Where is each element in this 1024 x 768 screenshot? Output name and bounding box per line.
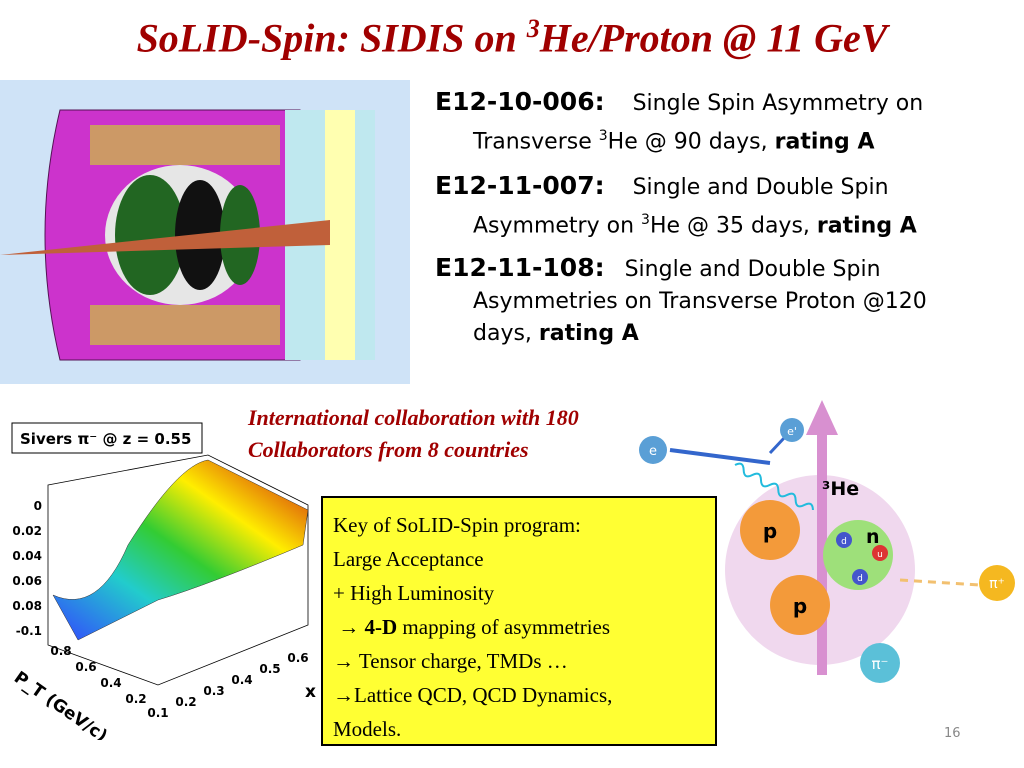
key-bold: 4-D <box>364 615 398 639</box>
exp-id: E12-10-006: <box>435 87 605 116</box>
title-text: SoLID-Spin: SIDIS on <box>136 15 527 61</box>
exp-desc: Transverse <box>473 129 599 155</box>
detector-image <box>0 80 410 384</box>
experiment: E12-11-007: Single and Double Spin Asymmet… <box>435 170 917 242</box>
exp-desc: He @ 35 days, <box>649 213 817 239</box>
sidis-diagram: e e' ³He p p n d u d π⁺ π⁻ <box>639 400 1015 683</box>
key-line: + High Luminosity <box>333 581 495 605</box>
key-box: Key of SoLID-Spin program: Large Accepta… <box>321 496 717 746</box>
plot-title: Sivers π⁻ @ z = 0.55 <box>20 430 191 448</box>
z-tick-label: 0.08 <box>12 599 42 613</box>
exp-desc: Single and Double Spin <box>624 257 881 282</box>
key-line: Models. <box>333 717 402 741</box>
proton-label: p <box>763 519 777 543</box>
x-tick-label: 0.5 <box>259 662 280 676</box>
exp-id: E12-11-007: <box>435 171 605 200</box>
sivers-plot: Sivers π⁻ @ z = 0.55 P_T (GeV/c) x 0 0.02… <box>10 422 316 740</box>
exp-desc: Single Spin Asymmetry on <box>632 91 924 116</box>
title-sup: 3 <box>526 14 540 43</box>
plot-legend-box <box>11 422 203 454</box>
quark-label: d <box>857 574 863 584</box>
x-tick-label: 0.2 <box>175 695 196 709</box>
key-line: → Tensor charge, TMDs … <box>333 649 568 673</box>
exp-id: E12-11-108: <box>435 253 605 282</box>
exp-desc: days, <box>473 321 539 346</box>
exp-desc: Asymmetry on <box>473 213 642 239</box>
x-tick-label: 0.3 <box>203 684 224 698</box>
experiment: E12-10-006: Single Spin Asymmetry on Trans… <box>435 86 923 158</box>
z-tick-label: 0 <box>34 499 42 513</box>
pt-tick-label: 0.4 <box>100 676 121 690</box>
exp-desc: Single and Double Spin <box>632 175 889 200</box>
page-number: 16 <box>944 726 961 741</box>
z-tick-label: 0.04 <box>12 549 42 563</box>
quark-label: u <box>877 550 883 560</box>
note-line: International collaboration with 180 <box>248 405 579 430</box>
x-tick-label: 0.1 <box>147 706 168 720</box>
key-line: →Lattice QCD, QCD Dynamics, <box>333 683 613 707</box>
exp-rating: rating A <box>774 129 875 155</box>
proton-label: p <box>793 594 807 618</box>
pt-tick-label: 0.8 <box>50 644 71 658</box>
exp-sup: 3 <box>641 212 650 228</box>
pt-tick-label: 0.6 <box>75 660 96 674</box>
exp-desc: Asymmetries on Transverse Proton @120 <box>473 289 927 314</box>
quark-label: d <box>841 537 847 547</box>
electron-out-label: e' <box>787 425 797 438</box>
key-arrow: → <box>333 615 365 639</box>
pion-label: π⁻ <box>872 655 889 673</box>
neutron-label: n <box>866 526 880 548</box>
z-tick-label: 0.02 <box>12 524 42 538</box>
exp-sup: 3 <box>598 128 608 144</box>
exp-rating: rating A <box>816 213 917 239</box>
slide-title: SoLID-Spin: SIDIS on 3He/Proton @ 11 GeV <box>0 14 1024 61</box>
key-line: Key of SoLID-Spin program: <box>333 513 581 537</box>
title-text: He/Proton @ 11 GeV <box>539 15 888 61</box>
x-tick-label: 0.4 <box>231 673 252 687</box>
pion-label: π⁺ <box>989 576 1005 592</box>
exp-desc: He @ 90 days, <box>607 129 775 155</box>
z-tick-label: -0.1 <box>16 624 42 638</box>
key-line: mapping of asymmetries <box>397 615 611 639</box>
pt-axis-label: P_T (GeV/c) <box>10 668 111 740</box>
collaboration-note: International collaboration with 180 Coll… <box>248 402 579 466</box>
key-line: Large Acceptance <box>333 547 484 571</box>
electron-label: e <box>649 444 657 459</box>
x-axis-label: x <box>305 682 316 702</box>
pt-tick-label: 0.2 <box>125 692 146 706</box>
x-tick-label: 0.6 <box>287 651 308 665</box>
helium-label: ³He <box>822 478 859 500</box>
experiment: E12-11-108: Single and Double Spin Asymmet… <box>435 252 927 350</box>
z-tick-label: 0.06 <box>12 574 42 588</box>
exp-rating: rating A <box>538 321 639 346</box>
note-line: Collaborators from 8 countries <box>248 437 529 462</box>
